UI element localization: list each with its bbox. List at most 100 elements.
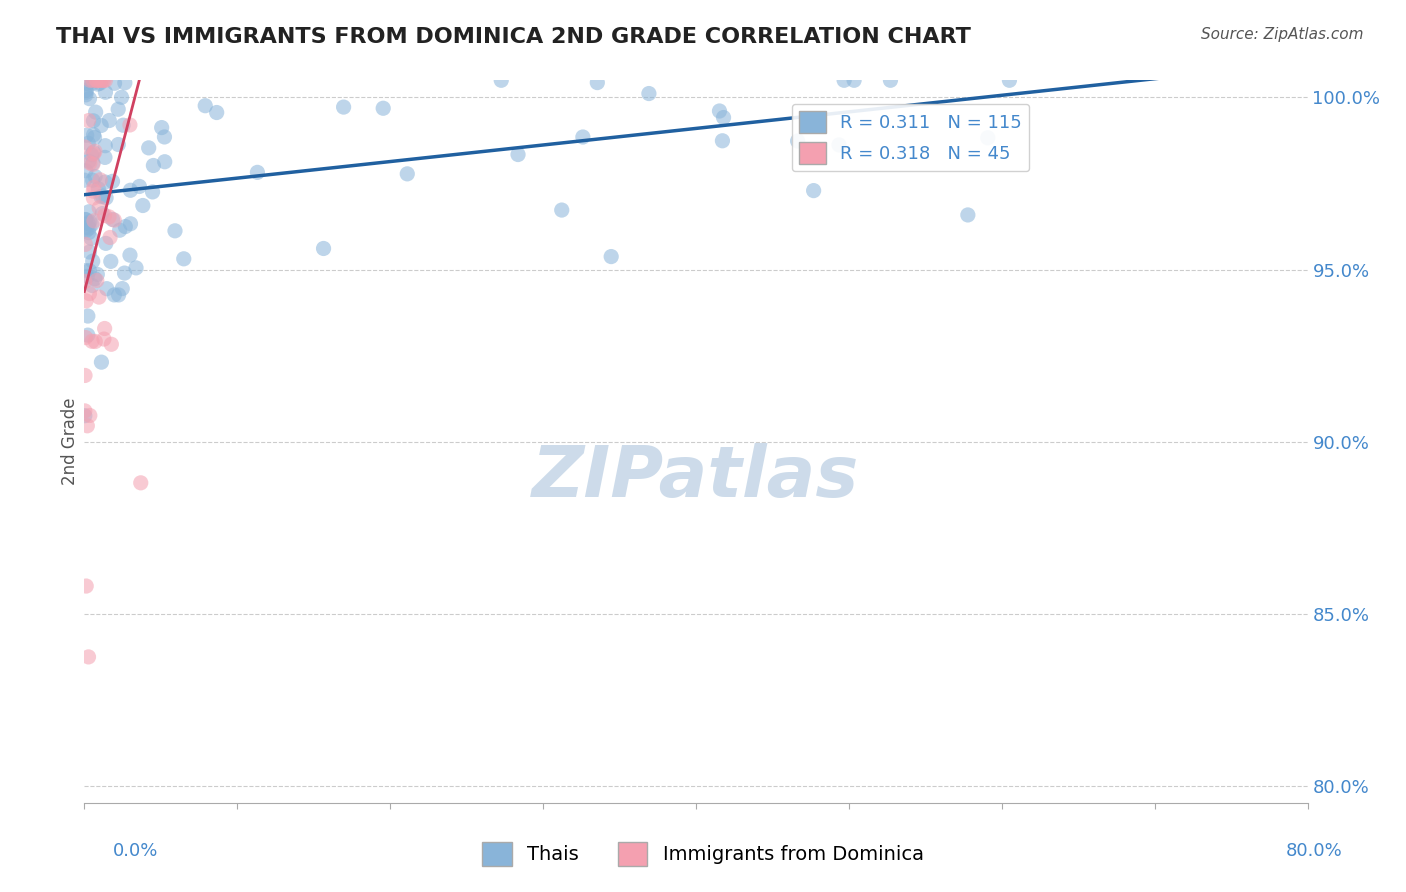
Point <box>138 141 160 155</box>
Point <box>142 185 165 199</box>
Point <box>86 73 108 87</box>
Point <box>114 219 136 234</box>
Point <box>79 215 101 229</box>
Point <box>101 174 124 188</box>
Point <box>84 334 107 349</box>
Point <box>142 159 165 173</box>
Point <box>93 73 115 87</box>
Point <box>118 118 141 132</box>
Point <box>94 191 117 205</box>
Point <box>73 274 96 288</box>
Point <box>75 212 97 227</box>
Point <box>150 120 173 135</box>
Point <box>90 73 112 87</box>
Point <box>832 73 855 87</box>
Point <box>638 87 661 101</box>
Point <box>77 221 100 235</box>
Point <box>75 220 97 235</box>
Point <box>86 77 108 91</box>
Point <box>153 130 176 145</box>
Point <box>129 475 152 490</box>
Point <box>89 201 111 215</box>
Point <box>73 404 96 418</box>
Point <box>77 136 100 151</box>
Point <box>79 263 101 277</box>
Point <box>998 73 1021 87</box>
Point <box>101 212 124 227</box>
Point <box>75 579 97 593</box>
Point <box>828 137 851 152</box>
Text: 80.0%: 80.0% <box>1286 842 1343 860</box>
Point <box>75 83 97 97</box>
Point <box>79 286 101 301</box>
Point <box>91 189 114 203</box>
Point <box>711 134 734 148</box>
Point <box>94 175 117 189</box>
Point <box>82 156 104 170</box>
Legend: Thais, Immigrants from Dominica: Thais, Immigrants from Dominica <box>475 834 931 873</box>
Point <box>93 208 115 222</box>
Point <box>79 409 101 423</box>
Point <box>77 204 100 219</box>
Point <box>506 147 529 161</box>
Point <box>94 73 117 87</box>
Point <box>89 76 111 90</box>
Point <box>153 154 176 169</box>
Point <box>98 113 121 128</box>
Point <box>76 128 98 143</box>
Point <box>89 173 111 187</box>
Point <box>94 150 117 164</box>
Point <box>94 236 117 251</box>
Point <box>84 145 107 159</box>
Point <box>107 288 129 302</box>
Point <box>112 118 135 132</box>
Point <box>107 137 129 152</box>
Point <box>132 198 155 212</box>
Point <box>82 76 104 90</box>
Point <box>82 113 104 128</box>
Point <box>709 103 731 118</box>
Point <box>114 266 136 280</box>
Point <box>76 309 98 323</box>
Point <box>111 282 134 296</box>
Point <box>82 73 104 87</box>
Point <box>83 180 105 194</box>
Point <box>75 293 97 308</box>
Point <box>76 418 98 433</box>
Point <box>84 105 107 120</box>
Point <box>76 269 98 284</box>
Y-axis label: 2nd Grade: 2nd Grade <box>60 398 79 485</box>
Point <box>373 101 395 115</box>
Point <box>84 73 107 87</box>
Point <box>79 245 101 260</box>
Point <box>79 92 101 106</box>
Point <box>76 328 98 343</box>
Point <box>98 210 121 224</box>
Point <box>107 102 129 116</box>
Point <box>73 368 96 383</box>
Point <box>120 183 142 197</box>
Point <box>79 156 101 170</box>
Point <box>80 218 103 232</box>
Point <box>80 231 103 245</box>
Point <box>82 191 104 205</box>
Point <box>125 260 148 275</box>
Point <box>396 167 419 181</box>
Point <box>90 119 112 133</box>
Point <box>586 76 609 90</box>
Point <box>82 254 104 268</box>
Point <box>86 268 108 282</box>
Point <box>94 85 117 99</box>
Point <box>75 85 97 99</box>
Point <box>803 184 825 198</box>
Point <box>786 134 808 148</box>
Point <box>96 282 118 296</box>
Point <box>83 214 105 228</box>
Point <box>103 288 125 302</box>
Point <box>82 145 104 160</box>
Point <box>80 148 103 162</box>
Point <box>83 271 105 285</box>
Point <box>600 250 623 264</box>
Point <box>194 99 217 113</box>
Text: THAI VS IMMIGRANTS FROM DOMINICA 2ND GRADE CORRELATION CHART: THAI VS IMMIGRANTS FROM DOMINICA 2ND GRA… <box>56 27 972 46</box>
